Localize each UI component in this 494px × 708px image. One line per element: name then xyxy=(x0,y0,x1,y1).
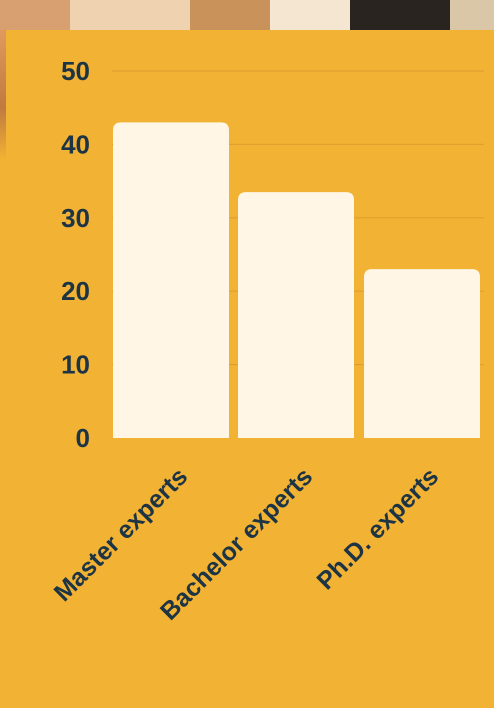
y-tick-label: 0 xyxy=(76,423,90,453)
y-tick-label: 20 xyxy=(61,276,90,306)
x-tick-label: Master experts xyxy=(49,462,194,607)
bar xyxy=(238,192,354,438)
background-photo-edge xyxy=(0,30,6,160)
bars xyxy=(113,122,480,438)
y-tick-label: 40 xyxy=(61,129,90,159)
bar xyxy=(113,122,229,438)
y-axis: 0 10 20 30 40 50 xyxy=(61,56,90,453)
bar xyxy=(364,269,480,438)
background-photo xyxy=(0,0,494,30)
y-tick-label: 30 xyxy=(61,203,90,233)
y-tick-label: 50 xyxy=(61,56,90,86)
y-tick-label: 10 xyxy=(61,350,90,380)
x-tick-label: Ph.D. experts xyxy=(311,462,444,595)
